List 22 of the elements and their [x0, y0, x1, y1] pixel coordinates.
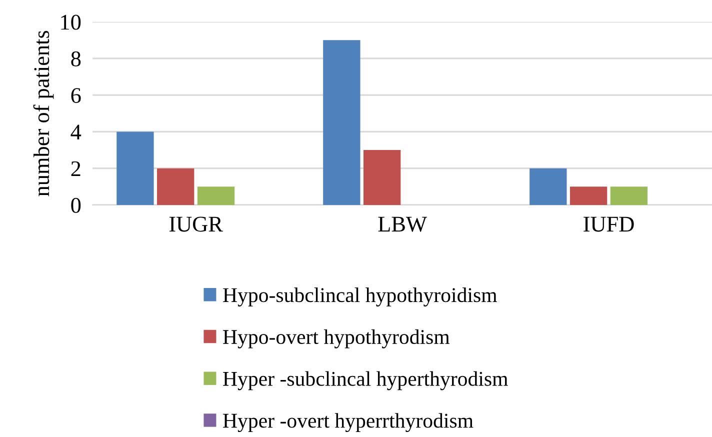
y-axis-title: number of patients — [33, 30, 54, 196]
bar — [116, 132, 154, 205]
x-tick-label: IUGR — [169, 216, 223, 232]
y-tick-label: 0 — [71, 198, 81, 213]
bar — [323, 40, 360, 205]
bar — [570, 186, 608, 205]
x-tick-label: LBW — [378, 216, 427, 232]
x-tick-label: IUFD — [584, 216, 634, 232]
y-tick-label: 6 — [71, 88, 81, 104]
bar — [364, 150, 401, 205]
bar — [610, 186, 648, 205]
y-tick-label: 8 — [71, 51, 81, 66]
y-tick-label: 10 — [61, 14, 81, 30]
bar — [530, 168, 567, 205]
legend-label: Hyper -subclincal hyperthyrodism — [223, 371, 508, 390]
legend-label: Hypo-subclincal hypothyroidism — [223, 288, 497, 306]
y-tick-label: 2 — [71, 161, 80, 176]
legend-label: Hyper -overt hyperrthyrodism — [223, 413, 474, 432]
legend-label: Hypo-overt hypothyrodism — [223, 329, 450, 348]
bar — [157, 168, 194, 205]
y-tick-label: 4 — [70, 124, 82, 140]
bar — [197, 186, 235, 205]
